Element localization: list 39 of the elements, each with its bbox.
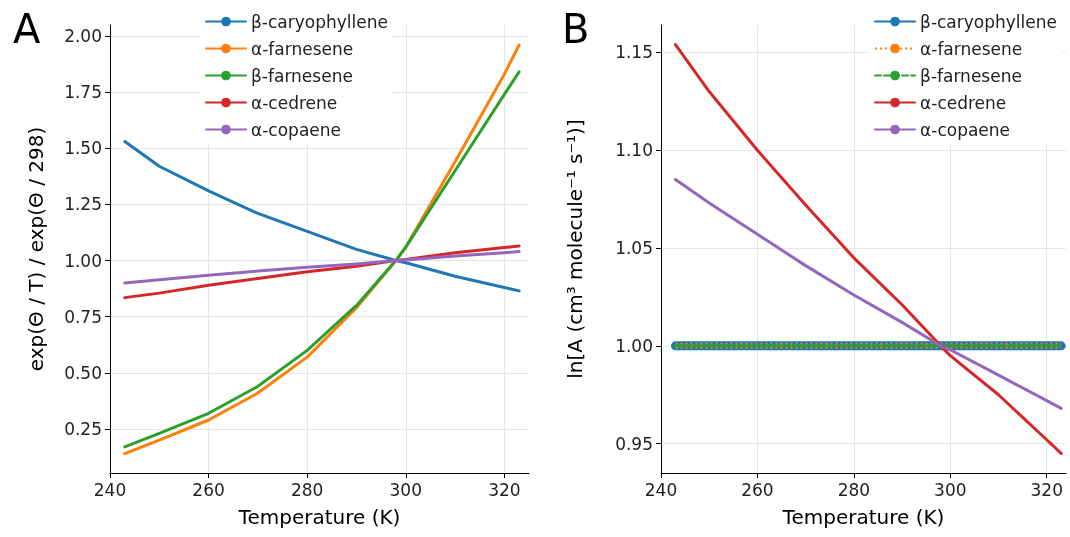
y-tick-label: 1.15 xyxy=(615,42,653,63)
legend-label: β-caryophyllene xyxy=(920,11,1058,32)
y-tick-label: 1.10 xyxy=(615,140,653,161)
legend-label: β-caryophyllene xyxy=(251,11,388,32)
chart-title: B xyxy=(562,6,590,52)
y-tick-label: 1.05 xyxy=(615,238,653,259)
x-tick-label: 240 xyxy=(93,479,127,500)
x-tick-label: 300 xyxy=(934,479,967,500)
y-tick-label: 1.25 xyxy=(64,194,102,215)
y-axis-title: ln[A (cm³ molecule⁻¹ s⁻¹)] xyxy=(563,119,587,379)
y-tick-label: 2.00 xyxy=(64,26,102,46)
y-tick-label: 1.75 xyxy=(64,82,102,103)
y-tick-label: 0.95 xyxy=(615,433,653,454)
legend-label: α-cedrene xyxy=(251,92,338,113)
y-tick-label: 0.50 xyxy=(64,362,102,383)
y-tick-label: 1.00 xyxy=(615,335,653,356)
x-axis-title: Temperature (K) xyxy=(781,505,945,529)
x-tick-label: 280 xyxy=(290,479,324,500)
x-axis-title: Temperature (K) xyxy=(237,505,401,529)
x-tick-label: 260 xyxy=(192,479,225,500)
y-tick-label: 0.75 xyxy=(64,306,102,327)
x-tick-label: 320 xyxy=(488,479,521,500)
legend-label: α-farnesene xyxy=(251,38,354,59)
legend-label: β-farnesene xyxy=(920,65,1022,86)
y-tick-label: 1.50 xyxy=(64,138,102,159)
x-tick-label: 280 xyxy=(837,479,871,500)
x-tick-label: 320 xyxy=(1030,479,1063,500)
x-tick-label: 240 xyxy=(644,479,678,500)
y-tick-label: 0.25 xyxy=(64,418,102,439)
legend-label: α-cedrene xyxy=(920,92,1007,113)
legend-label: α-copaene xyxy=(251,119,341,140)
x-tick-label: 300 xyxy=(389,479,422,500)
chart-title: A xyxy=(13,6,41,52)
legend-label: α-copaene xyxy=(920,119,1011,140)
x-tick-label: 260 xyxy=(741,479,774,500)
legend-label: α-farnesene xyxy=(920,38,1023,59)
y-tick-label: 1.00 xyxy=(64,250,102,271)
y-axis-title: exp(Θ / T) / exp(Θ / 298) xyxy=(24,126,48,372)
legend-label: β-farnesene xyxy=(251,65,353,86)
